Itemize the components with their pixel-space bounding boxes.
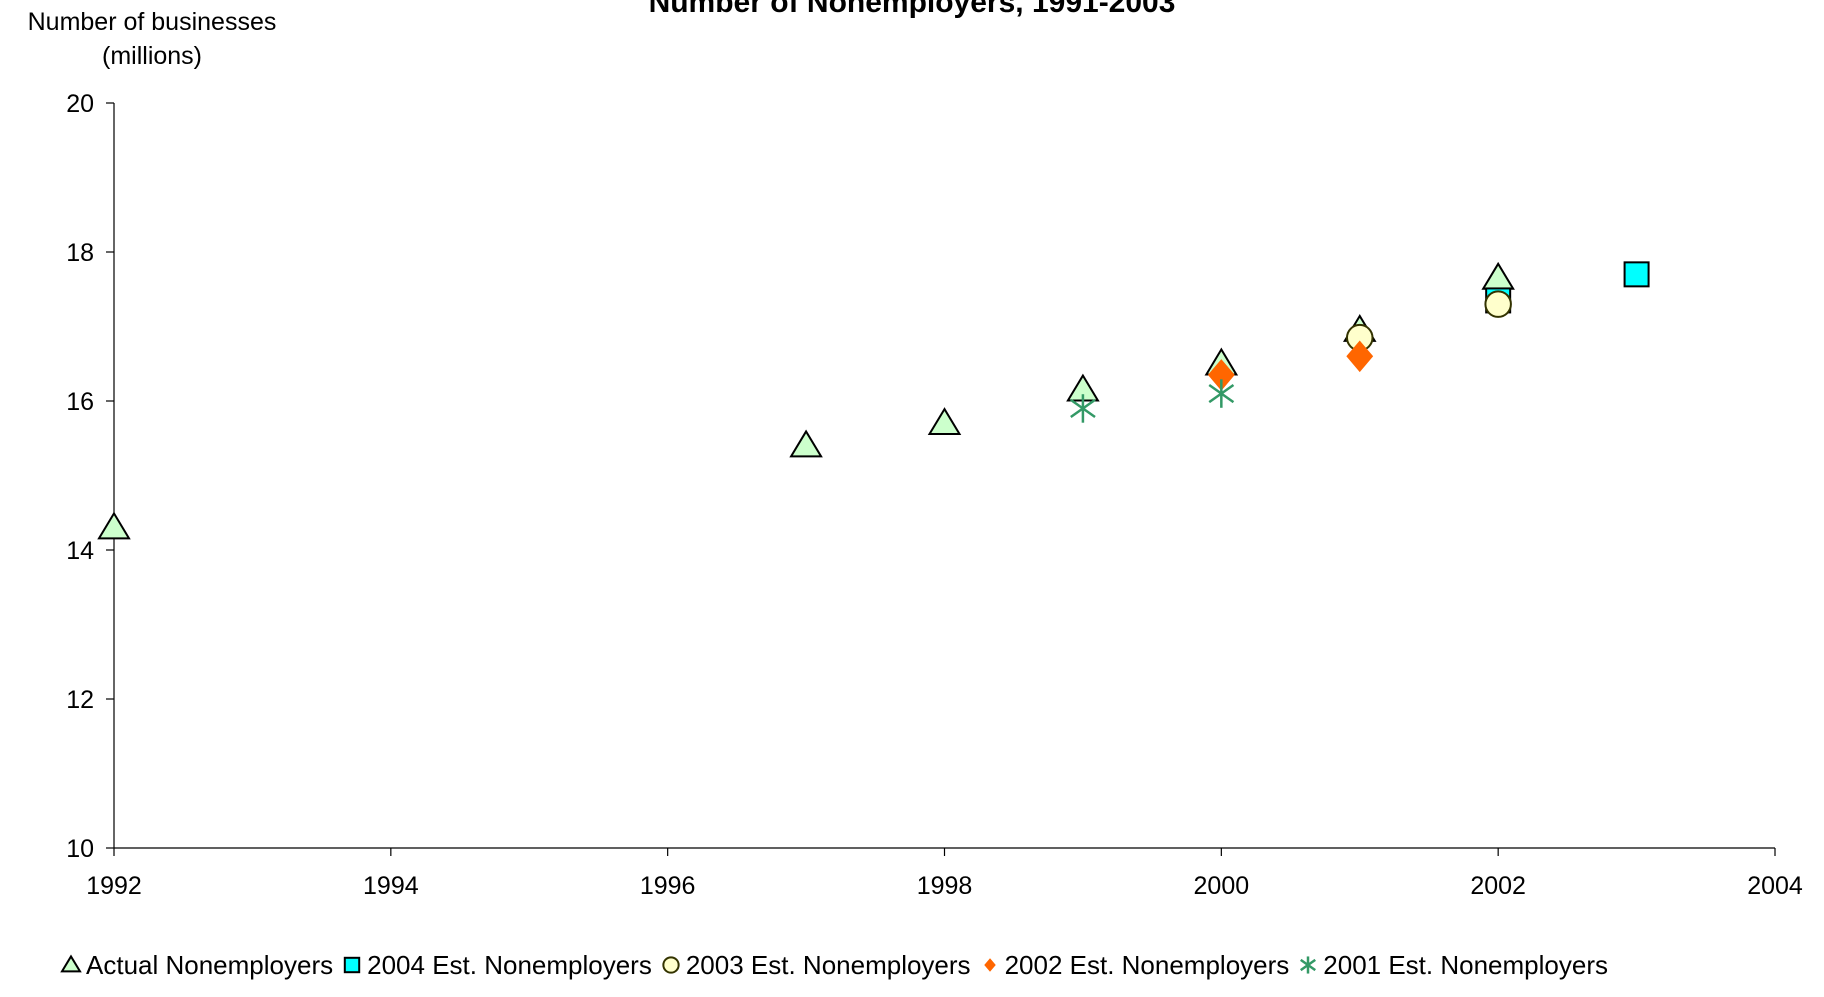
data-point-triangle bbox=[789, 429, 823, 458]
legend-label: 2002 Est. Nonemployers bbox=[1004, 949, 1290, 980]
legend-marker-asterisk-icon bbox=[1300, 956, 1317, 974]
data-point-triangle bbox=[1481, 261, 1515, 290]
legend-marker-circle-icon bbox=[662, 956, 680, 974]
x-tick-label: 1992 bbox=[86, 872, 142, 900]
legend-marker-square-icon bbox=[343, 956, 361, 974]
data-point-asterisk bbox=[1070, 394, 1096, 423]
axes: 10 12 14 16 18 20 1992 1994 1996 1998 2000 2002 2004 bbox=[66, 90, 1803, 900]
legend-item: 2001 Est. Nonemployers bbox=[1297, 950, 1608, 981]
legend-item: 2004 Est. Nonemployers bbox=[341, 950, 652, 981]
legend-item: 2003 Est. Nonemployers bbox=[660, 950, 971, 981]
legend-item: 2002 Est. Nonemployers bbox=[979, 949, 1290, 981]
legend-marker-shape bbox=[983, 958, 996, 972]
series-0 bbox=[97, 261, 1515, 540]
legend-marker-shape bbox=[662, 956, 680, 974]
y-tick-label: 10 bbox=[66, 835, 94, 863]
y-tick-label: 16 bbox=[66, 388, 94, 416]
y-tick-label: 20 bbox=[66, 90, 94, 118]
y-tick-label: 12 bbox=[66, 686, 94, 714]
legend-marker-diamond-icon bbox=[983, 958, 996, 972]
legend-marker-shape bbox=[60, 954, 82, 973]
legend-marker-shape bbox=[1300, 956, 1317, 974]
y-axis-label-line-1: Number of businesses bbox=[28, 8, 277, 36]
legend-label: 2004 Est. Nonemployers bbox=[367, 949, 652, 980]
legend-label: Actual Nonemployers bbox=[86, 949, 334, 980]
legend-label: 2003 Est. Nonemployers bbox=[685, 949, 971, 980]
chart-title: Number of Nonemployers, 1991-2003 bbox=[649, 0, 1176, 19]
data-point-triangle bbox=[97, 511, 131, 540]
legend-marker-shape bbox=[343, 956, 361, 974]
data-point-circle bbox=[1484, 290, 1512, 318]
series-4 bbox=[1070, 379, 1235, 423]
legend-item: Actual Nonemployers bbox=[60, 950, 333, 981]
legend-label: 2001 Est. Nonemployers bbox=[1323, 949, 1608, 980]
y-axis-label-line-2: (millions) bbox=[102, 42, 202, 70]
y-tick-label: 14 bbox=[66, 537, 94, 565]
legend: Actual Nonemployers 2004 Est. Nonemployer… bbox=[60, 945, 1820, 985]
y-tick-label: 18 bbox=[66, 239, 94, 267]
series-3 bbox=[1207, 340, 1374, 391]
x-tick-label: 2004 bbox=[1747, 872, 1803, 900]
data-point-diamond bbox=[1346, 340, 1374, 373]
x-tick-label: 1994 bbox=[363, 872, 419, 900]
x-tick-label: 1996 bbox=[640, 872, 696, 900]
legend-marker-triangle-icon bbox=[60, 954, 82, 973]
data-point-square bbox=[1623, 261, 1650, 288]
data-point-triangle bbox=[927, 407, 962, 436]
series-2 bbox=[1346, 290, 1512, 352]
data-points bbox=[97, 261, 1650, 540]
x-tick-label: 1998 bbox=[917, 872, 973, 900]
x-tick-label: 2002 bbox=[1470, 872, 1526, 900]
data-point-asterisk bbox=[1208, 379, 1235, 408]
x-tick-label: 2000 bbox=[1194, 872, 1250, 900]
